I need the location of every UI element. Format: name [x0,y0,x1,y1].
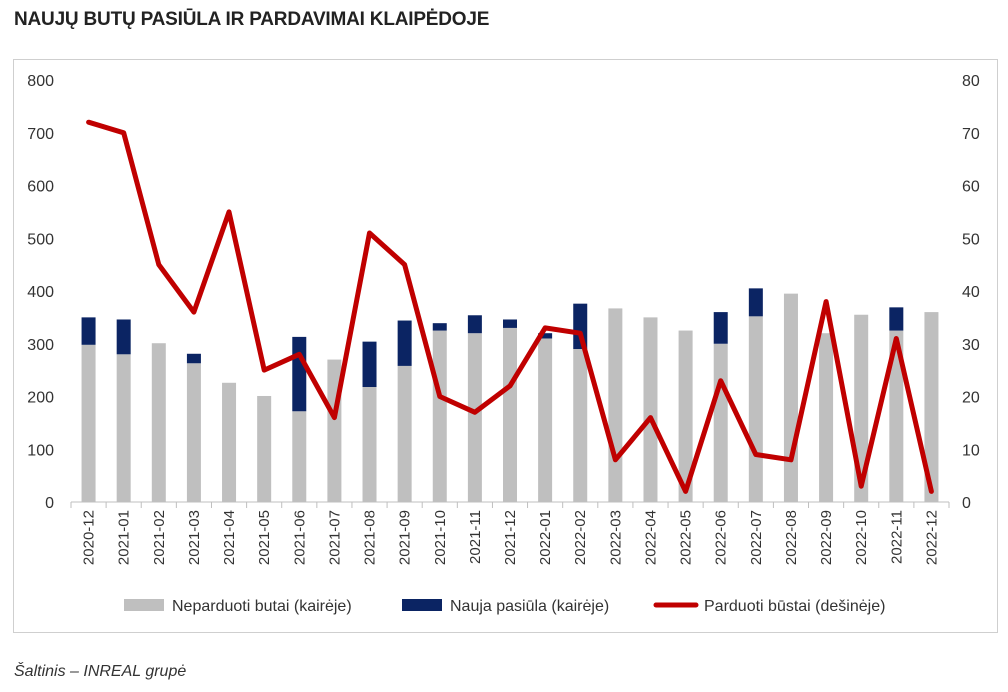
bar-new-supply [889,307,904,331]
right-tick-label: 50 [962,231,980,248]
x-tick-label: 2021-07 [326,510,343,565]
left-tick-label: 300 [27,337,54,354]
left-tick-label: 400 [27,284,54,301]
bar-new-supply [432,323,447,331]
right-tick-label: 20 [962,390,980,407]
bar-unsold [538,338,553,502]
x-tick-label: 2021-02 [151,510,168,565]
bar-unsold [397,365,412,502]
legend-swatch-unsold [124,599,164,611]
legend-swatch-new-supply [402,599,442,611]
x-tick-label: 2022-05 [678,510,695,565]
bar-new-supply [81,317,96,345]
x-tick-label: 2020-12 [81,510,98,565]
x-tick-label: 2022-12 [923,510,940,565]
legend-label-new-supply: Nauja pasiūla (kairėje) [450,598,609,615]
bar-unsold [467,333,482,502]
legend: Neparduoti butai (kairėje) Nauja pasiūla … [124,598,885,615]
bar-new-supply [467,315,482,334]
x-tick-label: 2021-08 [362,510,379,565]
bar-unsold [748,316,763,502]
x-tick-label: 2021-11 [467,510,484,564]
bar-unsold [292,411,307,502]
bar-new-supply [116,319,131,355]
line-layer [86,119,934,494]
x-tick-label: 2022-04 [642,510,659,565]
line-sold-homes [86,119,934,494]
bar-unsold [116,354,131,502]
right-tick-label: 10 [962,442,980,459]
bar-unsold [889,330,904,502]
bar-unsold [783,293,798,502]
right-tick-label: 60 [962,179,980,196]
bar-unsold [503,327,517,502]
bar-new-supply [713,312,728,344]
x-tick-label: 2022-07 [748,510,765,565]
x-tick-label: 2022-02 [572,510,589,565]
x-tick-label: 2022-06 [713,510,730,565]
x-tick-label: 2021-04 [221,510,238,565]
left-tick-label: 0 [45,495,54,512]
bar-new-supply [538,333,553,339]
right-tick-label: 40 [962,284,980,301]
x-tick-label: 2022-10 [853,510,870,565]
bar-unsold [678,330,693,502]
x-tick-label: 2022-11 [888,510,905,564]
chart-title: NAUJŲ BUTŲ PASIŪLA IR PARDAVIMAI KLAIPĖD… [14,9,490,30]
left-tick-label: 100 [27,442,54,459]
bar-new-supply [362,341,377,388]
right-tick-label: 30 [962,337,980,354]
left-tick-label: 700 [27,126,54,143]
x-tick-label: 2021-09 [397,510,414,565]
bar-unsold [819,333,834,502]
legend-label-sold: Parduoti būstai (dešinėje) [704,598,885,615]
left-tick-label: 500 [27,231,54,248]
bar-new-supply [748,288,763,317]
axes-layer: 2020-12 2021-01 2021-02 2021-03 2021-04 2021-… [27,73,980,565]
bar-new-supply [503,319,517,328]
bar-new-supply [397,320,412,366]
bar-unsold [186,363,201,502]
x-tick-label: 2021-05 [256,510,273,565]
x-tick-label: 2022-09 [818,510,835,565]
x-tick-label: 2021-01 [116,510,133,565]
x-tick-label: 2021-03 [186,510,203,565]
bars-layer [81,288,939,502]
legend-label-unsold: Neparduoti butai (kairėje) [172,598,352,615]
bar-unsold [257,395,272,502]
bar-unsold [608,308,623,502]
x-tick-label: 2022-01 [537,510,554,565]
chart-frame [13,59,998,633]
left-tick-label: 800 [27,73,54,90]
right-tick-label: 80 [962,73,980,90]
bar-unsold [81,344,96,502]
source-note: Šaltinis – INREAL grupė [14,663,187,680]
bar-unsold [924,312,939,502]
x-tick-label: 2021-12 [502,510,519,565]
left-tick-label: 600 [27,179,54,196]
left-tick-label: 200 [27,390,54,407]
x-tick-label: 2022-08 [783,510,800,565]
bar-new-supply [292,336,307,412]
bar-unsold [362,387,377,502]
bar-new-supply [186,353,201,364]
bar-unsold [713,343,728,502]
x-tick-label: 2021-10 [432,510,449,565]
right-tick-label: 0 [962,495,971,512]
x-tick-label: 2022-03 [607,510,624,565]
x-tick-label: 2021-06 [291,510,308,565]
bar-unsold [151,343,166,502]
bar-unsold [573,349,588,502]
bar-unsold [432,330,447,502]
bar-unsold [222,382,237,502]
bar-unsold [643,317,658,502]
right-tick-label: 70 [962,126,980,143]
